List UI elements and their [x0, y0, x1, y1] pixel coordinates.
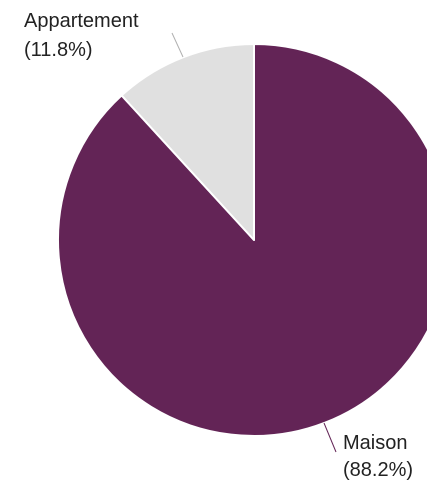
label-maison: Maison [343, 432, 407, 454]
leader-line-maison [323, 422, 337, 453]
label-appartement-percent: (11.8%) [24, 39, 93, 61]
pie-slices [57, 43, 427, 437]
leader-line-appartement [171, 32, 184, 58]
label-maison-percent: (88.2%) [343, 459, 413, 481]
pie-slice-appartement [120, 43, 255, 241]
label-appartement: Appartement [24, 10, 139, 32]
pie-slice-maison [57, 43, 427, 437]
